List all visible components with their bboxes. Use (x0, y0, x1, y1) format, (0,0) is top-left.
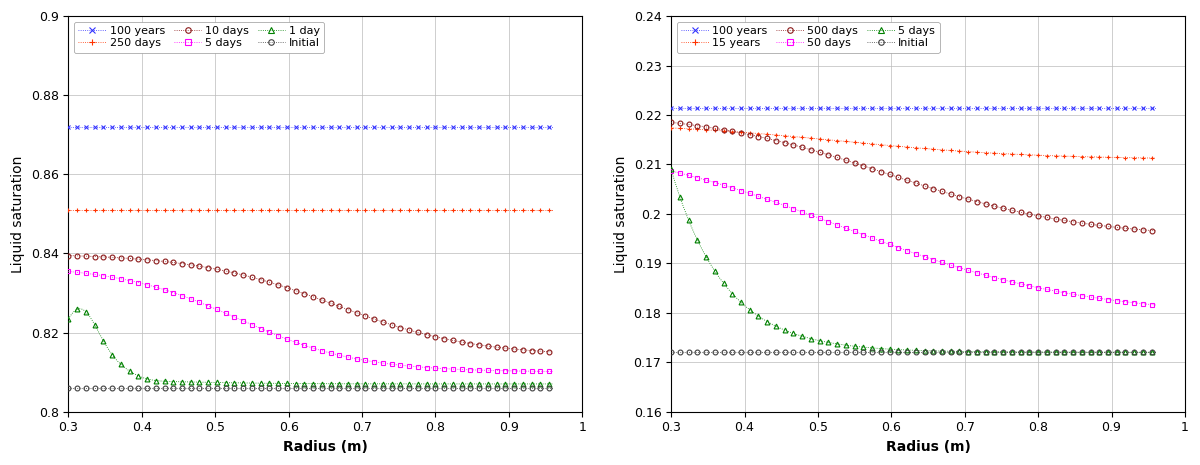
X-axis label: Radius (m): Radius (m) (886, 440, 971, 454)
X-axis label: Radius (m): Radius (m) (283, 440, 367, 454)
Y-axis label: Liquid saturation: Liquid saturation (11, 155, 25, 272)
Legend: 100 years, 15 years, 500 days, 50 days, 5 days, Initial: 100 years, 15 years, 500 days, 50 days, … (677, 22, 940, 53)
Legend: 100 years, 250 days, 10 days, 5 days, 1 day, Initial: 100 years, 250 days, 10 days, 5 days, 1 … (74, 22, 324, 53)
Y-axis label: Liquid saturation: Liquid saturation (614, 155, 628, 272)
